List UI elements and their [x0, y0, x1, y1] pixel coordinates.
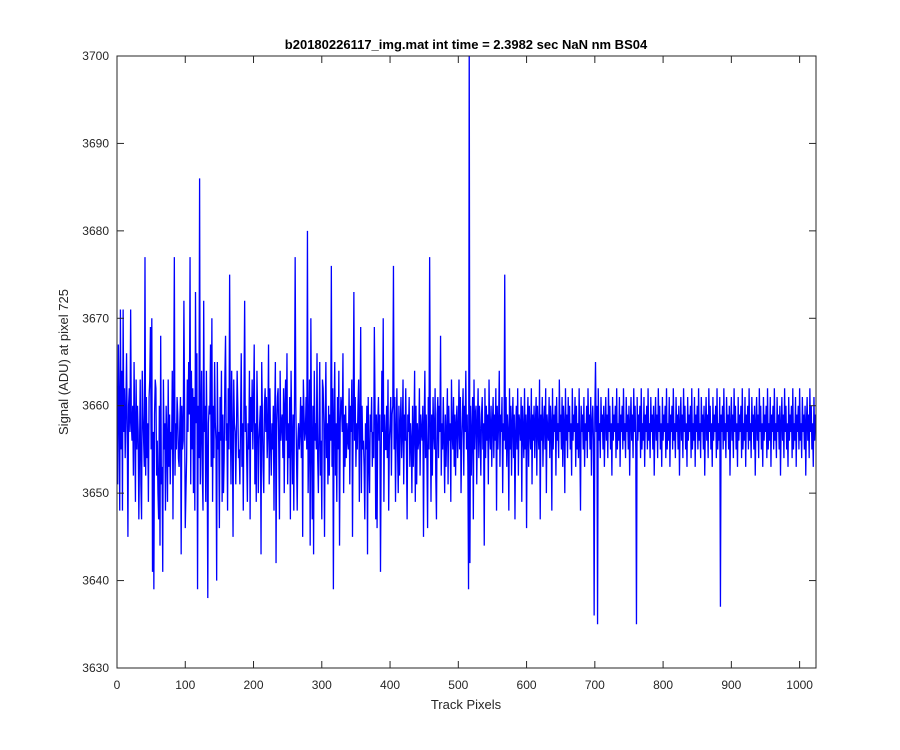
axes-frame	[116, 55, 817, 669]
y-axis-ticks: 3630 3640 3650 3660 3670 3680 3690 3700	[82, 49, 816, 675]
x-tick-label: 500	[448, 678, 468, 692]
x-axis-ticks: 0 100 200 300 400 500 600 700 800 900 1000	[114, 56, 813, 692]
chart-title: b20180226117_img.mat int time = 2.3982 s…	[285, 37, 648, 52]
x-axis-label: Track Pixels	[431, 697, 502, 712]
y-tick-label: 3660	[82, 399, 109, 413]
x-tick-label: 100	[175, 678, 195, 692]
y-tick-label: 3640	[82, 574, 109, 588]
x-tick-label: 400	[380, 678, 400, 692]
x-tick-label: 300	[312, 678, 332, 692]
axes-background	[117, 56, 816, 668]
y-tick-label: 3630	[82, 661, 109, 675]
x-tick-label: 0	[114, 678, 121, 692]
x-tick-label: 700	[585, 678, 605, 692]
x-tick-label: 200	[244, 678, 264, 692]
y-tick-label: 3680	[82, 224, 109, 238]
y-axis-label: Signal (ADU) at pixel 725	[56, 289, 71, 435]
x-tick-label: 900	[721, 678, 741, 692]
y-tick-label: 3690	[82, 136, 109, 150]
x-tick-label: 600	[517, 678, 537, 692]
series-layer	[117, 56, 816, 625]
y-tick-label: 3670	[82, 311, 109, 325]
series-line-0	[117, 56, 816, 625]
x-tick-label: 800	[653, 678, 673, 692]
y-tick-label: 3650	[82, 486, 109, 500]
y-tick-label: 3700	[82, 49, 109, 63]
x-tick-label: 1000	[786, 678, 813, 692]
